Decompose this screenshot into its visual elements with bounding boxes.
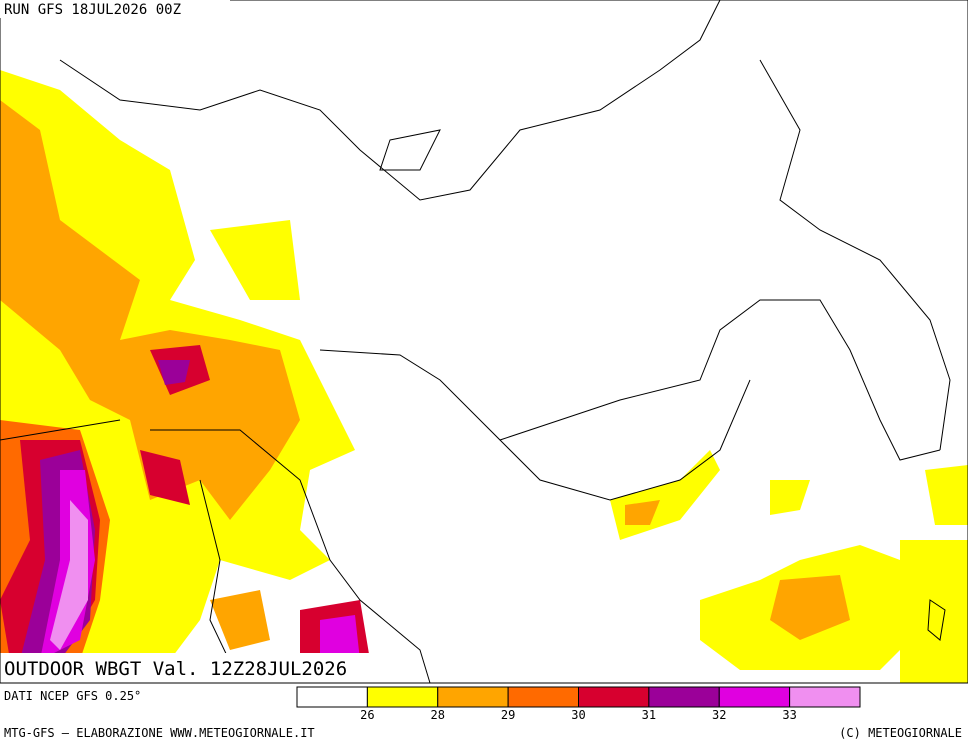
colorbar-swatch bbox=[789, 686, 861, 708]
colorbar-swatch bbox=[437, 686, 509, 708]
map-title: OUTDOOR WBGT Val. 12Z28JUL2026 bbox=[4, 658, 347, 680]
map: OUTDOOR WBGT Val. 12Z28JUL2026 bbox=[0, 0, 968, 684]
colorbar-swatch bbox=[578, 686, 650, 708]
title-box bbox=[0, 653, 380, 683]
map-frame bbox=[0, 0, 968, 684]
copyright: (C) METEOGIORNALE bbox=[839, 726, 962, 740]
colorbar-label: 26 bbox=[360, 708, 374, 722]
source: DATI NCEP GFS 0.25° bbox=[4, 689, 141, 703]
colorbar-swatch bbox=[718, 686, 791, 708]
colorbar: 26 28 29 30 31 32 33 bbox=[296, 686, 861, 722]
colorbar-label: 30 bbox=[571, 708, 585, 722]
colorbar-swatch bbox=[296, 686, 368, 708]
colorbar-label: 28 bbox=[431, 708, 445, 722]
run-label: RUN GFS 18JUL2026 00Z bbox=[4, 2, 181, 18]
colorbar-label: 33 bbox=[782, 708, 796, 722]
colorbar-label: 29 bbox=[501, 708, 515, 722]
colorbar-label: 32 bbox=[712, 708, 726, 722]
colorbar-swatch bbox=[507, 686, 579, 708]
wbgt-field bbox=[0, 70, 968, 683]
colorbar-swatch bbox=[648, 686, 720, 708]
colorbar-label: 31 bbox=[642, 708, 656, 722]
colorbar-swatch bbox=[366, 686, 439, 708]
credit: MTG-GFS — ELABORAZIONE WWW.METEOGIORNALE… bbox=[4, 726, 315, 740]
boundaries bbox=[0, 0, 951, 684]
run-box bbox=[0, 0, 230, 18]
